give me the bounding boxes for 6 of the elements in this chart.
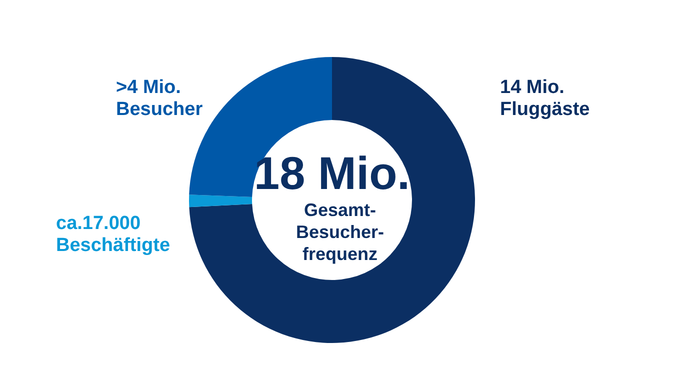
slice-label: ca.17.000 Beschäftigte xyxy=(56,213,170,256)
slice-label: >4 Mio. Besucher xyxy=(116,77,204,120)
slice-label: 14 Mio. Fluggäste xyxy=(500,77,590,120)
donut-slice xyxy=(189,194,252,208)
text: 18 Mio. xyxy=(254,147,410,199)
text: Gesamt- Besucher- frequenz xyxy=(296,200,384,264)
